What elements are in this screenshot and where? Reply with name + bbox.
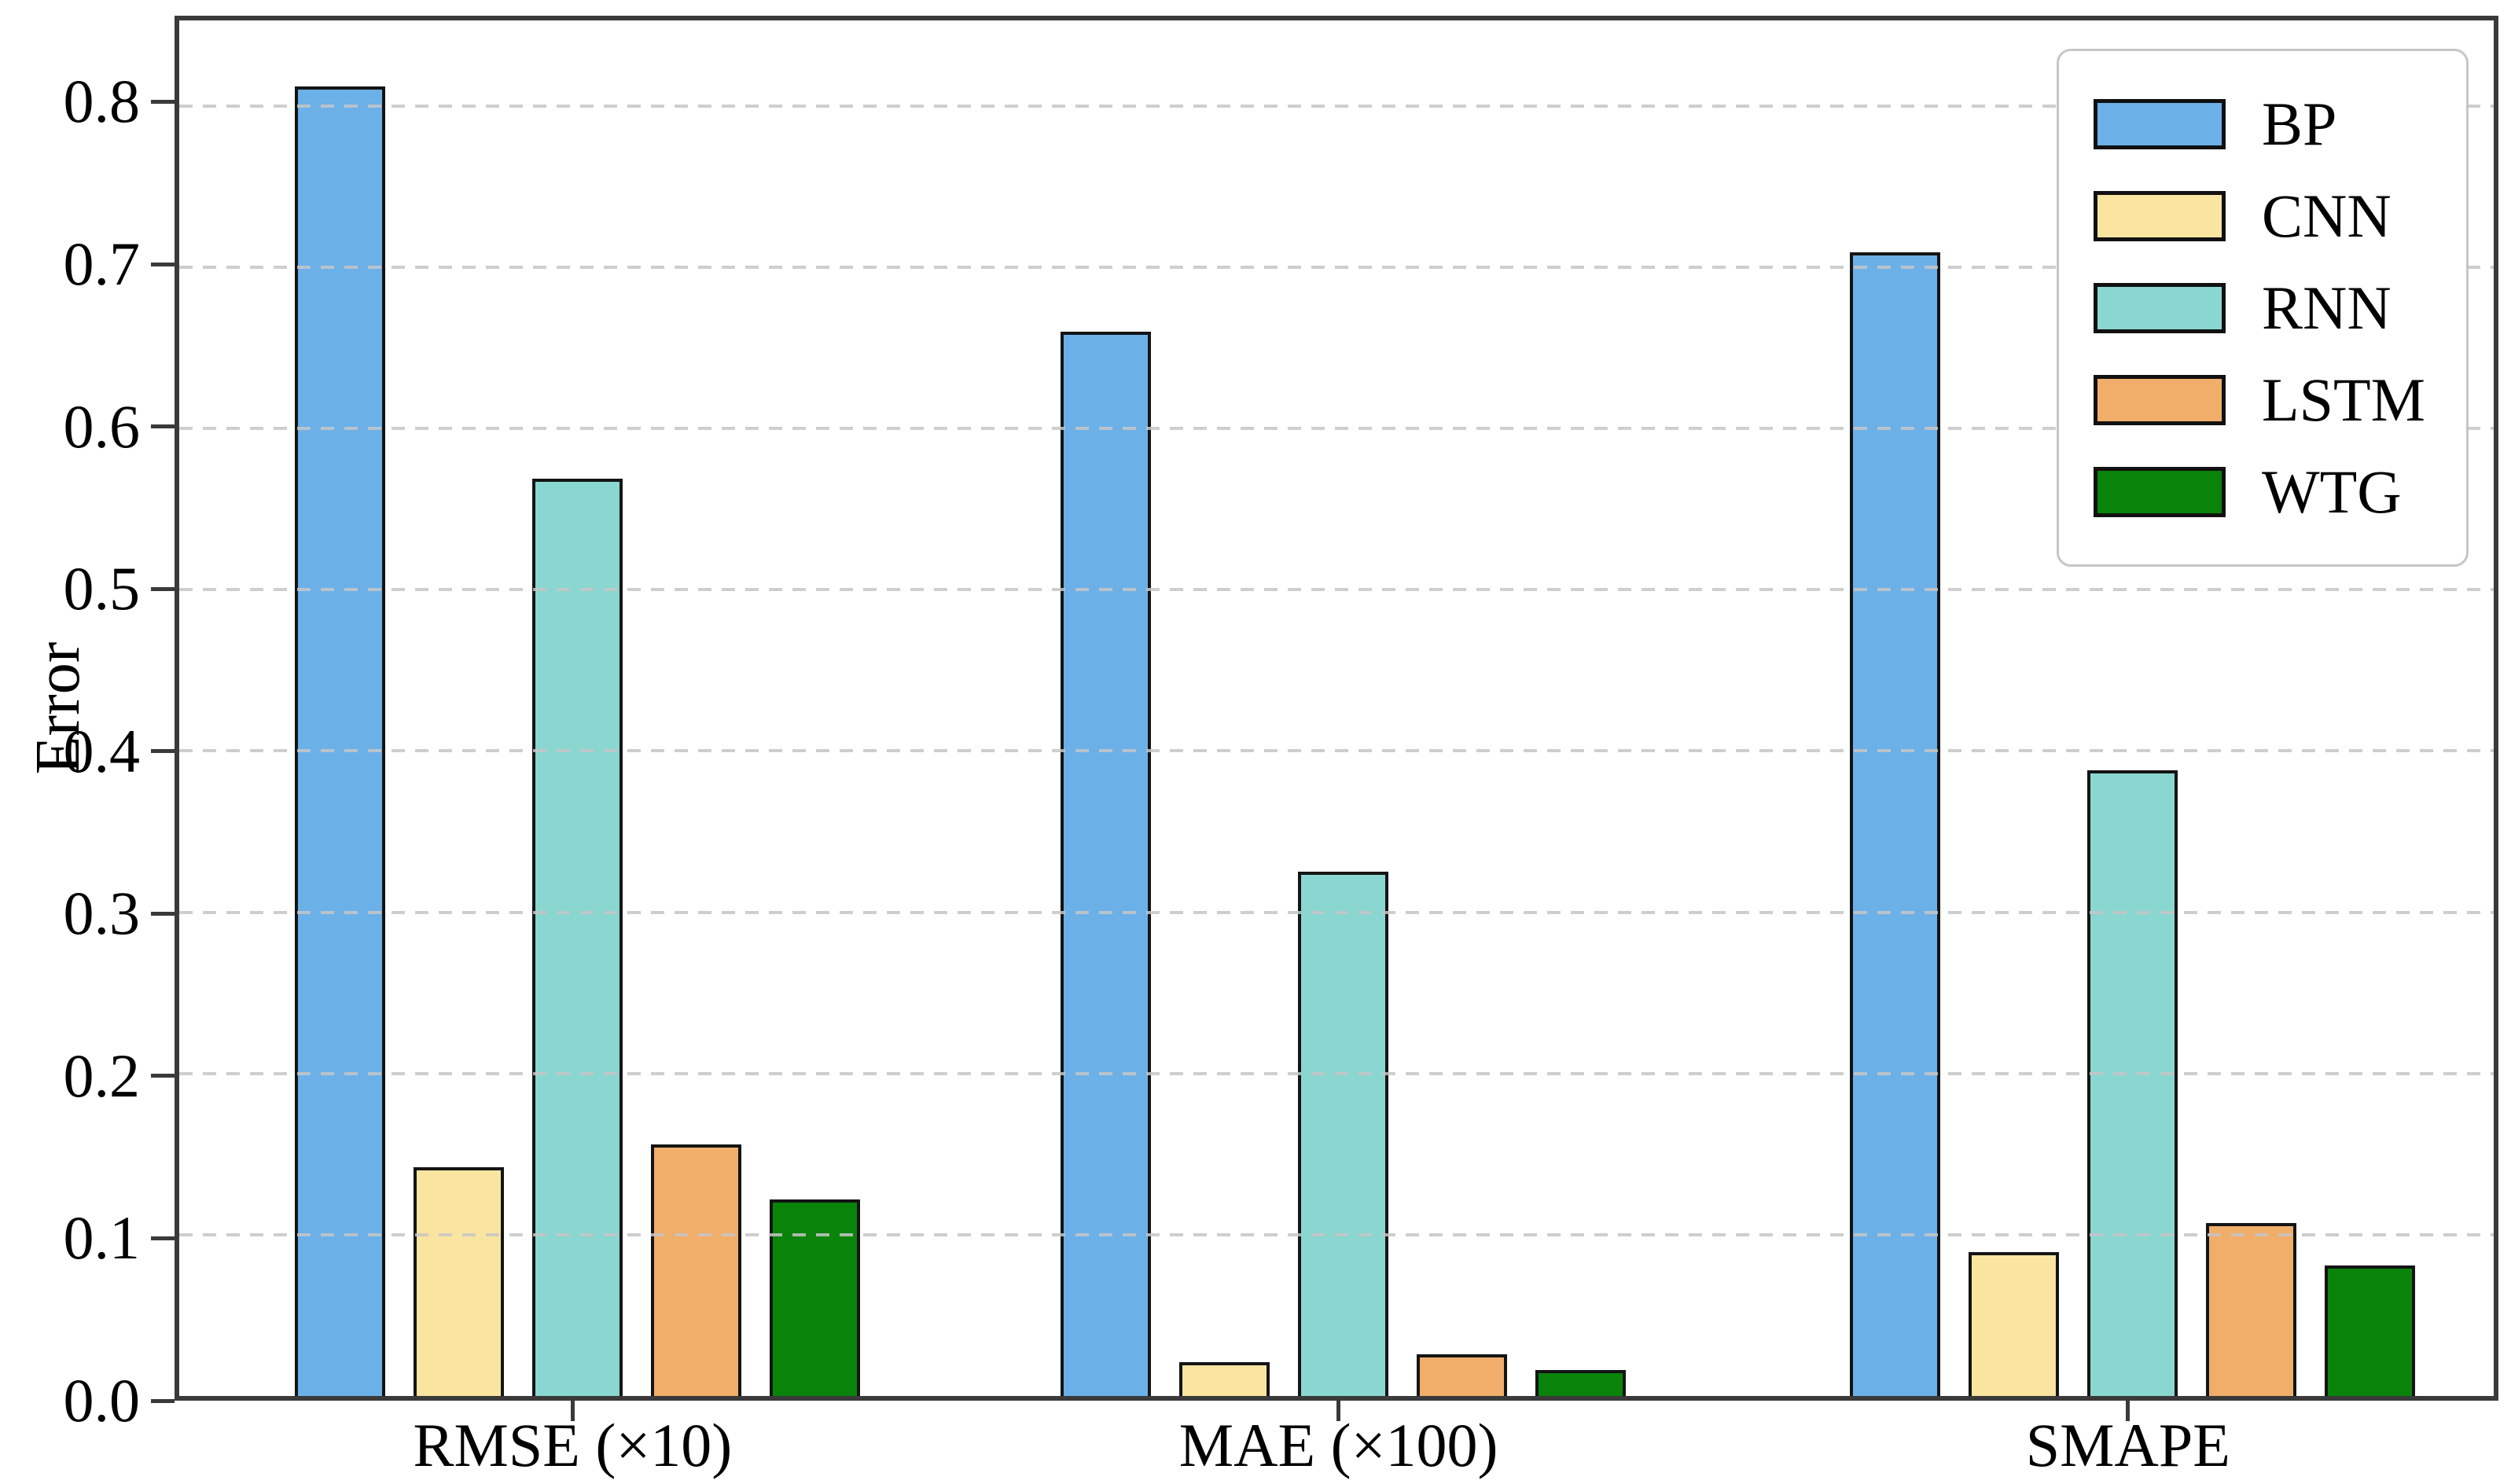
legend-label-cnn: CNN: [2262, 181, 2392, 250]
bar-cnn-3: [1969, 1252, 2060, 1396]
legend-item-bp: BP: [2094, 78, 2458, 170]
bar-bp-1: [294, 86, 385, 1396]
x-category-label-1: RMSE (×10): [413, 1411, 733, 1479]
y-tick-label-0.1: 0.1: [63, 1203, 141, 1273]
y-tick-label-0.7: 0.7: [63, 230, 141, 299]
legend-label-lstm: LSTM: [2262, 365, 2426, 434]
bar-lstm-2: [1417, 1354, 1508, 1396]
bar-cnn-2: [1179, 1361, 1270, 1396]
bar-wtg-2: [1535, 1370, 1627, 1396]
bars-layer: [179, 20, 2494, 1396]
legend-item-cnn: CNN: [2094, 170, 2458, 262]
x-tick-mark-3: [2126, 1401, 2130, 1421]
legend-swatch-lstm: [2094, 374, 2226, 425]
y-tick-mark-0.3: [151, 911, 175, 916]
legend-item-lstm: LSTM: [2094, 354, 2458, 446]
bar-cnn-1: [413, 1166, 504, 1396]
y-tick-mark-0.4: [151, 749, 175, 754]
y-tick-label-0.6: 0.6: [63, 391, 141, 461]
y-tick-mark-0.0: [151, 1398, 175, 1403]
y-tick-label-0.5: 0.5: [63, 554, 141, 623]
bar-bp-3: [1850, 252, 1941, 1396]
legend-swatch-bp: [2094, 98, 2226, 149]
bar-lstm-3: [2206, 1223, 2297, 1396]
bar-wtg-1: [769, 1199, 860, 1396]
y-tick-label-0.4: 0.4: [63, 716, 141, 785]
legend-label-rnn: RNN: [2262, 273, 2392, 342]
legend-label-bp: BP: [2262, 89, 2337, 158]
y-tick-mark-0.7: [151, 262, 175, 266]
bar-bp-2: [1061, 331, 1152, 1396]
legend-item-wtg: WTG: [2094, 446, 2458, 538]
y-tick-label-0.3: 0.3: [63, 879, 141, 948]
plot-area: BP CNN RNN LSTM WTG: [175, 16, 2498, 1401]
y-tick-mark-0.2: [151, 1074, 175, 1078]
y-tick-mark-0.6: [151, 424, 175, 429]
legend-swatch-wtg: [2094, 466, 2226, 517]
legend-label-wtg: WTG: [2262, 457, 2402, 526]
y-tick-label-0.0: 0.0: [63, 1366, 141, 1434]
bar-rnn-1: [531, 478, 623, 1396]
legend-swatch-rnn: [2094, 282, 2226, 333]
y-tick-mark-0.1: [151, 1236, 175, 1240]
x-category-label-3: SMAPE: [2025, 1411, 2230, 1479]
x-category-label-2: MAE (×100): [1178, 1411, 1498, 1479]
y-tick-label-0.2: 0.2: [63, 1041, 141, 1110]
x-tick-mark-1: [570, 1401, 575, 1421]
x-tick-mark-2: [1336, 1401, 1341, 1421]
legend-swatch-cnn: [2094, 190, 2226, 241]
legend-item-rnn: RNN: [2094, 262, 2458, 354]
bar-wtg-3: [2325, 1265, 2416, 1396]
y-tick-mark-0.8: [151, 99, 175, 104]
y-tick-label-0.8: 0.8: [63, 67, 141, 136]
y-tick-mark-0.5: [151, 586, 175, 591]
legend: BP CNN RNN LSTM WTG: [2057, 49, 2469, 567]
bar-rnn-3: [2087, 770, 2178, 1396]
bar-rnn-2: [1298, 872, 1389, 1396]
bar-lstm-1: [650, 1144, 741, 1396]
